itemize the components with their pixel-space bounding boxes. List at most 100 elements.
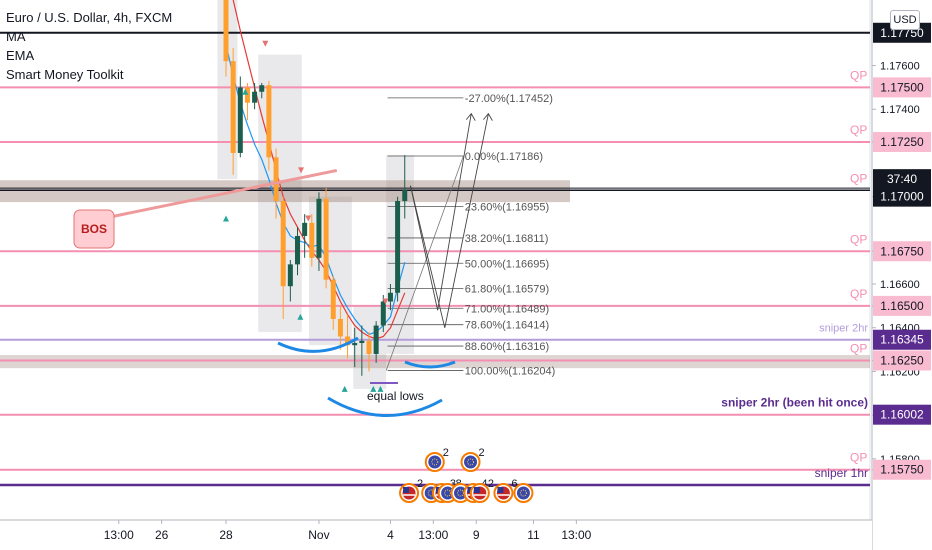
economic-event-icon[interactable]: 2 [460,447,485,472]
price-badge[interactable]: 1.17000 [873,186,931,207]
candle[interactable] [366,332,372,372]
candle[interactable] [295,227,300,276]
fib-level-label: -27.00%(1.17452) [465,93,553,105]
price-axis: 1.17600 1.17400 1.17250 1.17000 1.16750 1.166… [871,0,932,550]
price-badge-bg [873,186,931,207]
level-price-badge[interactable]: 1.16500 [873,295,931,316]
price-badge-label: 1.16500 [880,299,924,313]
event-count: 3 [450,478,456,490]
price-badge-label: 37:40 [887,172,917,186]
candle[interactable] [387,284,393,311]
indicator-ema[interactable]: EMA [6,48,35,63]
indicator-ma[interactable]: MA [6,29,26,44]
signal-marker [370,385,377,392]
candle[interactable] [223,0,229,77]
candle[interactable] [337,305,343,350]
economic-event-icon[interactable]: 6 [493,478,518,503]
qp-tag: QP [850,287,867,301]
candle[interactable] [252,83,258,110]
eu-flag-icon [516,486,530,500]
candle-body [387,292,393,302]
fib-level-label: 78.60%(1.16414) [465,320,549,332]
candle[interactable] [230,48,236,175]
candle-body [323,198,329,280]
arrow-head [483,112,493,121]
level-price-badge[interactable]: 1.16750 [873,241,931,262]
candle[interactable] [287,260,293,302]
price-badge-label: 1.16750 [880,244,924,258]
price-tick-label: 1.17400 [880,104,920,116]
level-price-badge[interactable]: 1.16250 [873,350,931,371]
candle[interactable] [380,294,386,333]
candle[interactable] [237,76,243,158]
signal-marker [262,40,269,47]
economic-event-icon[interactable] [513,483,534,503]
supply-zone [0,180,570,203]
price-badge[interactable]: 37:40 [873,169,931,190]
qp-tag: QP [850,171,867,185]
eu-stars [431,458,439,466]
flag-canton [403,487,410,493]
candle[interactable] [402,155,408,219]
candle[interactable] [316,192,322,271]
candle[interactable] [345,314,351,359]
candle-body [373,325,379,354]
flag-canton [473,487,480,493]
fibonacci-retracement: -27.00%(1.17452) 0.00%(1.17186) 23.60%(1.1… [385,93,555,378]
demand-zone [0,355,870,369]
candle-body [230,61,236,153]
candle[interactable] [302,214,308,258]
price-badge-label: 1.17250 [880,135,924,149]
candle[interactable] [330,275,336,330]
candle[interactable] [395,196,401,302]
level-price-badge[interactable]: 1.15750 [873,459,931,480]
candle-body [316,198,322,258]
level-price-badge[interactable]: 1.16002 [873,404,931,425]
signal-marker [242,88,249,95]
price-badge-label: 1.16250 [880,354,924,368]
candle[interactable] [323,187,329,289]
candle[interactable] [244,83,250,121]
candle[interactable] [373,321,379,363]
candle-body [223,0,229,62]
candle[interactable] [309,214,315,267]
price-badge-label: 1.15750 [880,463,924,477]
economic-event-icon[interactable]: 2 [424,447,449,472]
time-tick-label: 13:00 [561,528,591,542]
level-price-badge[interactable]: 1.17500 [873,77,931,98]
time-tick-label: Nov [308,528,329,542]
equal-lows-arc [327,396,443,417]
candle-body [237,87,243,153]
price-tick-label: 1.17600 [880,61,920,73]
flag-canton [497,487,504,493]
eu-flag-icon [428,455,442,469]
candle-body [395,201,401,293]
time-tick-label: 13:00 [104,528,134,542]
liquidity-arc [404,360,456,369]
currency-button[interactable]: USD [890,10,920,30]
economic-event-icon[interactable]: 2 [399,478,423,503]
price-badge-bg [873,459,931,480]
level-price-badge[interactable]: 1.17250 [873,132,931,153]
time-axis: 13:00 26 28 Nov 4 13:00 9 11 13:00 [0,519,872,550]
fib-level-label: 0.00%(1.17186) [465,151,543,163]
level-price-badge[interactable]: 1.16345 [873,329,931,350]
bos-label-box[interactable] [73,209,115,249]
event-count: 2 [488,478,494,490]
annotations: BOS equal lows [73,40,493,417]
indicator-smart-money[interactable]: Smart Money Toolkit [6,67,124,82]
candle[interactable] [359,325,365,376]
candle[interactable] [259,83,265,99]
candle[interactable] [280,196,286,319]
candle[interactable] [352,327,358,368]
candle-body [273,157,279,202]
candle-body [337,318,343,337]
candle[interactable] [266,80,272,171]
symbol-title[interactable]: Euro / U.S. Dollar, 4h, FXCM [6,10,173,25]
eu-stars [519,489,527,497]
time-tick-label: 11 [527,528,540,542]
economic-event-icon[interactable]: 2 [469,478,494,503]
qp-tag: QP [850,68,867,82]
